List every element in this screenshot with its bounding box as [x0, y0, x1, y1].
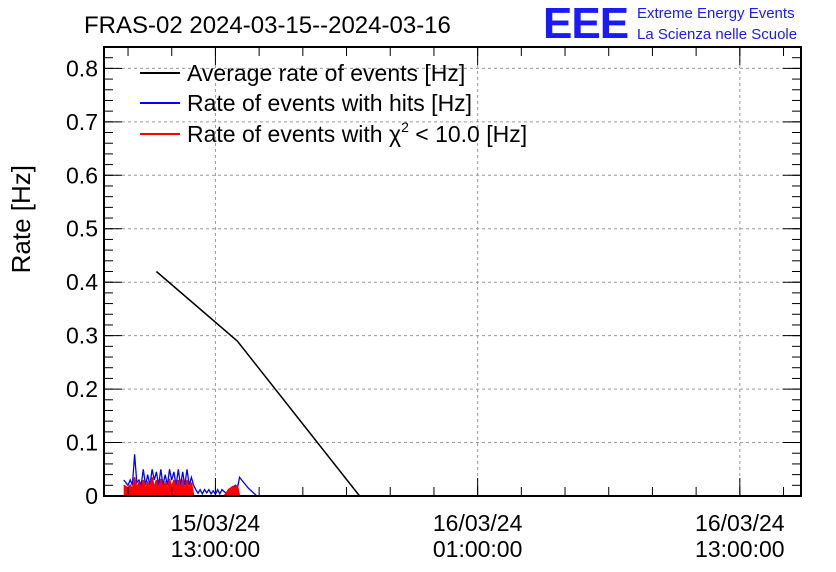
x-tick-date-label: 15/03/24 [171, 510, 261, 536]
y-tick-label: 0.5 [66, 216, 98, 242]
legend: Average rate of events [Hz] Rate of event… [140, 60, 527, 147]
y-tick-label: 0.1 [66, 430, 98, 456]
legend-label: Rate of events with χ2 < 10.0 [Hz] [187, 119, 527, 147]
x-tick-time-label: 01:00:00 [433, 536, 523, 562]
y-tick-label: 0.4 [66, 269, 98, 295]
legend-label: Rate of events with hits [Hz] [187, 90, 472, 116]
y-tick-label: 0.7 [66, 109, 98, 135]
eee-logo: EEE [543, 0, 628, 48]
axis-tick-labels: 00.10.20.30.40.50.60.70.815/03/2413:00:0… [66, 55, 785, 562]
x-tick-date-label: 16/03/24 [695, 510, 785, 536]
org-line-1: Extreme Energy Events [637, 5, 795, 22]
series-layer [123, 270, 361, 497]
series-average-line [155, 270, 361, 497]
axis-ticks [104, 46, 801, 497]
grid-lines [104, 47, 801, 496]
x-tick-time-label: 13:00:00 [695, 536, 785, 562]
org-line-2: La Scienza nelle Scuole [637, 26, 797, 43]
y-tick-label: 0.2 [66, 376, 98, 402]
x-tick-time-label: 13:00:00 [171, 536, 261, 562]
y-tick-label: 0.8 [66, 55, 98, 81]
legend-label: Average rate of events [Hz] [187, 60, 465, 86]
chart-title: FRAS-02 2024-03-15--2024-03-16 [84, 12, 451, 39]
y-tick-label: 0.6 [66, 162, 98, 188]
y-tick-label: 0 [85, 483, 98, 509]
x-tick-date-label: 16/03/24 [433, 510, 523, 536]
y-tick-label: 0.3 [66, 323, 98, 349]
y-axis-label: Rate [Hz] [6, 165, 36, 273]
